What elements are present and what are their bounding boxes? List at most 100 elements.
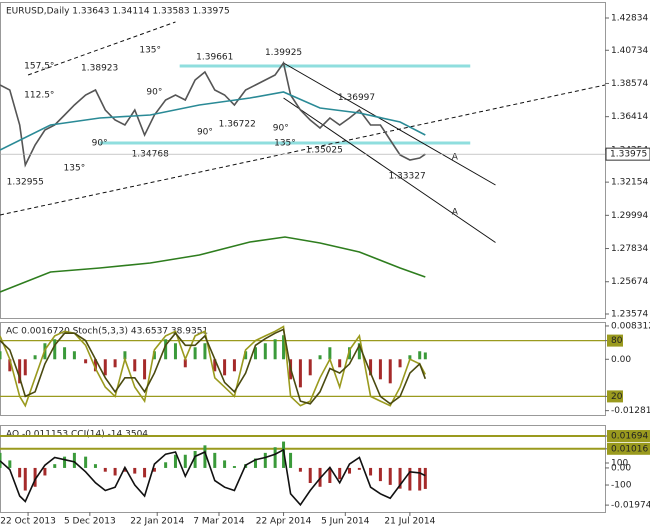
- y-tick-label: 100: [611, 458, 628, 468]
- y2-tick-label: -0.01974: [611, 501, 650, 511]
- trend-line: [0, 84, 606, 216]
- histogram-bar: [244, 351, 248, 360]
- price-label: 1.33327: [388, 172, 425, 182]
- annotation: 90°: [273, 123, 289, 133]
- histogram-bar: [152, 351, 156, 360]
- annotation: 135°: [64, 163, 86, 173]
- histogram-bar: [72, 351, 76, 360]
- y-tick-label: 1.23574: [611, 310, 648, 320]
- histogram-bar: [308, 359, 312, 376]
- histogram-bar: [369, 359, 373, 376]
- histogram-bar: [289, 452, 293, 468]
- histogram-bar: [8, 460, 12, 468]
- histogram-bar: [408, 467, 412, 491]
- histogram-bar: [357, 343, 361, 360]
- y2-tick-label: 0.01016: [611, 444, 648, 454]
- histogram-bar: [164, 462, 168, 468]
- histogram-bar: [298, 467, 302, 472]
- histogram-bar: [308, 467, 312, 483]
- histogram-bar: [223, 460, 227, 468]
- annotation: 90°: [146, 88, 162, 98]
- histogram-bar: [338, 359, 342, 368]
- y2-tick-label: -0.012810: [611, 406, 650, 416]
- histogram-bar: [388, 359, 392, 384]
- price-label: 1.36997: [338, 93, 375, 103]
- price-label: 1.34768: [132, 149, 169, 159]
- histogram-bar: [398, 359, 402, 368]
- price-label: 1.39661: [196, 52, 233, 62]
- histogram-bar: [328, 347, 332, 360]
- histogram-bar: [253, 347, 257, 360]
- histogram-bar: [103, 359, 107, 376]
- histogram-bar: [223, 359, 227, 376]
- histogram-bar: [33, 467, 37, 487]
- histogram-bar: [282, 335, 286, 360]
- price-label: 1.35025: [306, 146, 343, 156]
- histogram-bar: [173, 343, 177, 360]
- annotation: 90°: [197, 127, 213, 137]
- y2-tick-label: 0.01694: [611, 432, 648, 442]
- annotation: A: [452, 152, 459, 162]
- price-label: 1.39925: [265, 48, 302, 58]
- histogram-bar: [123, 467, 127, 472]
- level-box: [607, 334, 623, 347]
- annotation: 135°: [274, 138, 296, 148]
- x-tick-label: 22 Oct 2013: [0, 517, 56, 527]
- annotation: 157.5°: [24, 61, 54, 71]
- x-tick-label: 21 Jul 2014: [384, 517, 435, 527]
- panel-frame: [0, 322, 606, 416]
- histogram-bar: [133, 467, 137, 474]
- price-label: 1.32955: [7, 177, 44, 187]
- panel-frame: [0, 425, 606, 513]
- histogram-bar: [203, 445, 207, 468]
- x-tick-label: 5 Jun 2014: [321, 517, 370, 527]
- histogram-bar: [232, 466, 236, 468]
- histogram-bar: [18, 467, 22, 478]
- histogram-bar: [378, 359, 382, 380]
- histogram-bar: [0, 351, 2, 360]
- price-label: 1.38923: [81, 64, 118, 74]
- histogram-bar: [143, 467, 147, 478]
- histogram-bar: [8, 359, 12, 372]
- y-tick-label: 1.25674: [611, 277, 648, 287]
- y2-tick-label: 0.00: [611, 355, 631, 365]
- histogram-bar: [103, 467, 107, 472]
- histogram-bar: [338, 467, 342, 480]
- series-line: [0, 91, 426, 151]
- series-line: [0, 448, 426, 507]
- histogram-bar: [348, 347, 352, 360]
- x-tick-label: 5 Dec 2013: [64, 517, 116, 527]
- histogram-bar: [423, 467, 427, 489]
- histogram-bar: [398, 467, 402, 489]
- level-box: [607, 430, 650, 443]
- panel-title: EURUSD,Daily 1.33643 1.34114 1.33583 1.3…: [6, 7, 230, 17]
- histogram-bar: [378, 467, 382, 482]
- histogram-bar: [203, 343, 207, 360]
- annotation: 135°: [139, 45, 161, 55]
- trend-line: [283, 62, 496, 186]
- y-tick-label: 1.32154: [611, 178, 648, 188]
- annotation: A: [452, 207, 459, 217]
- histogram-bar: [53, 339, 57, 360]
- histogram-bar: [43, 467, 47, 476]
- histogram-bar: [33, 355, 37, 360]
- histogram-bar: [113, 359, 117, 368]
- histogram-bar: [263, 343, 267, 360]
- histogram-bar: [53, 464, 57, 468]
- histogram-bar: [164, 339, 168, 360]
- histogram-bar: [213, 359, 217, 372]
- histogram-bar: [318, 355, 322, 360]
- histogram-bar: [63, 347, 67, 360]
- y-tick-label: 1.38574: [611, 79, 648, 89]
- y-tick-label: 1.36414: [611, 112, 648, 122]
- series-line: [0, 236, 426, 293]
- histogram-bar: [369, 467, 373, 476]
- histogram-bar: [408, 355, 412, 360]
- price-label: 1.36722: [219, 119, 256, 129]
- y-tick-label: 80: [611, 336, 623, 346]
- histogram-bar: [348, 467, 352, 474]
- level-box: [607, 442, 650, 455]
- histogram-bar: [93, 464, 97, 468]
- histogram-bar: [328, 467, 332, 483]
